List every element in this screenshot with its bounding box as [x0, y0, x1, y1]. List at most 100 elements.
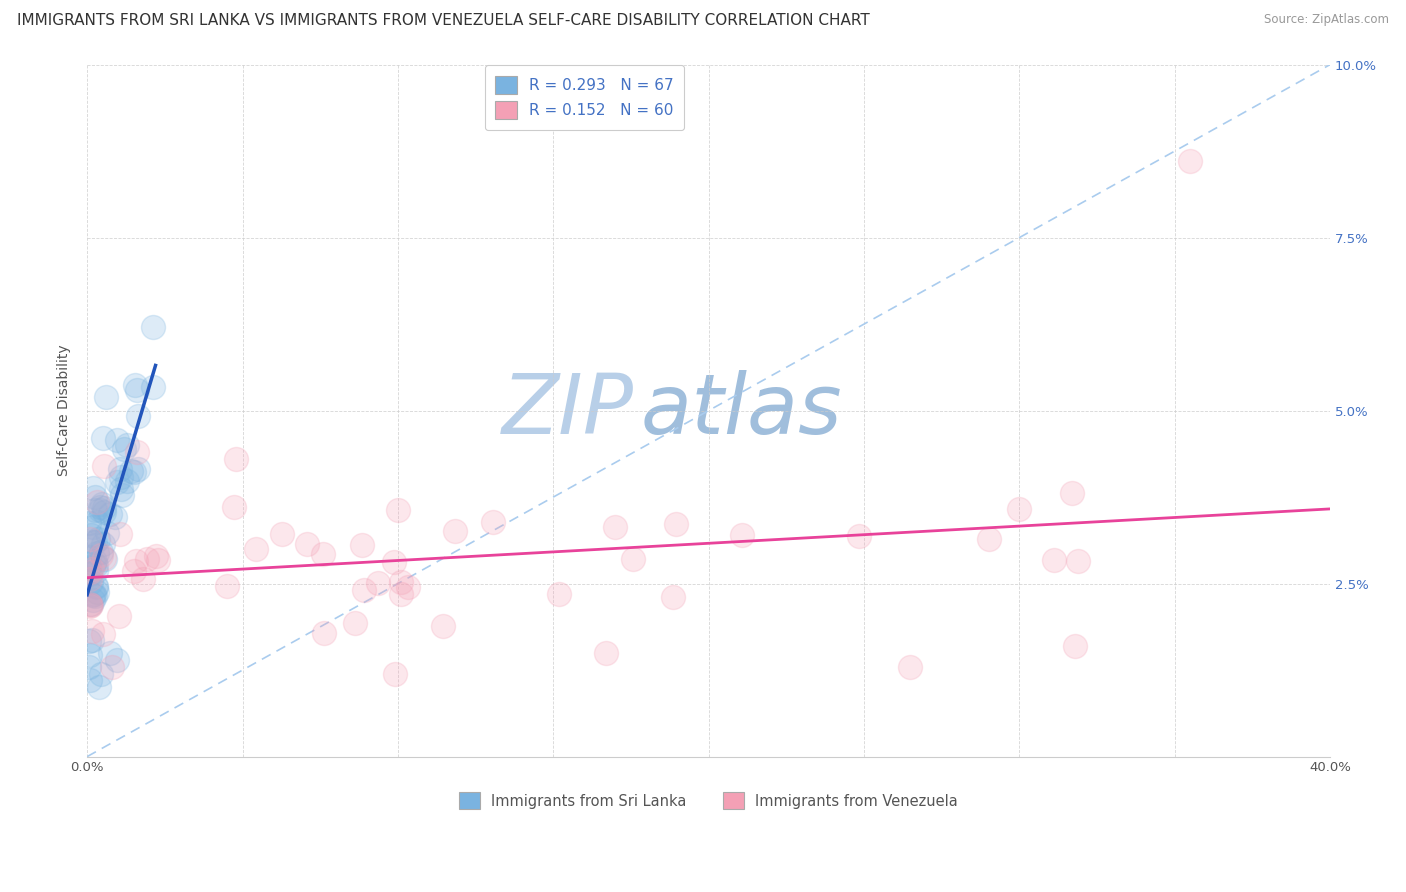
Point	[77, 659, 100, 673]
Point	[79, 673, 101, 688]
Point	[105, 475, 128, 489]
Point	[77, 560, 100, 574]
Point	[86, 494, 108, 508]
Point	[80, 624, 103, 638]
Point	[117, 474, 139, 488]
Point	[84, 580, 107, 594]
Point	[1067, 554, 1090, 568]
Point	[350, 538, 373, 552]
Point	[225, 452, 247, 467]
Text: IMMIGRANTS FROM SRI LANKA VS IMMIGRANTS FROM VENEZUELA SELF-CARE DISABILITY CORR: IMMIGRANTS FROM SRI LANKA VS IMMIGRANTS …	[17, 13, 870, 29]
Point	[108, 526, 131, 541]
Point	[79, 597, 101, 611]
Point	[96, 526, 118, 541]
Point	[77, 633, 100, 648]
Point	[104, 510, 127, 524]
Point	[1180, 154, 1202, 169]
Point	[79, 648, 101, 662]
Point	[83, 503, 105, 517]
Point	[595, 646, 617, 660]
Point	[605, 520, 627, 534]
Point	[89, 503, 111, 517]
Point	[382, 555, 405, 569]
Point	[86, 515, 108, 529]
Point	[353, 583, 375, 598]
Point	[82, 520, 104, 534]
Point	[86, 564, 108, 578]
Point	[105, 434, 128, 448]
Point	[83, 587, 105, 601]
Point	[127, 462, 149, 476]
Point	[90, 666, 112, 681]
Text: Source: ZipAtlas.com: Source: ZipAtlas.com	[1264, 13, 1389, 27]
Point	[90, 497, 112, 511]
Point	[79, 566, 101, 580]
Legend: Immigrants from Sri Lanka, Immigrants from Venezuela: Immigrants from Sri Lanka, Immigrants fr…	[453, 787, 965, 815]
Point	[312, 626, 335, 640]
Point	[145, 549, 167, 563]
Point	[124, 378, 146, 392]
Point	[93, 505, 115, 519]
Point	[82, 535, 104, 549]
Point	[132, 573, 155, 587]
Point	[122, 465, 145, 479]
Point	[387, 503, 409, 517]
Point	[548, 587, 571, 601]
Point	[110, 461, 132, 475]
Point	[389, 587, 412, 601]
Point	[222, 500, 245, 514]
Point	[83, 490, 105, 504]
Point	[142, 379, 165, 393]
Point	[112, 442, 135, 457]
Point	[135, 551, 157, 566]
Point	[84, 534, 107, 549]
Point	[79, 532, 101, 546]
Point	[120, 464, 142, 478]
Point	[93, 458, 115, 473]
Point	[312, 548, 335, 562]
Point	[432, 618, 454, 632]
Point	[80, 597, 103, 611]
Point	[98, 507, 121, 521]
Point	[217, 579, 239, 593]
Point	[389, 575, 412, 590]
Point	[444, 524, 467, 539]
Point	[90, 545, 112, 559]
Point	[105, 653, 128, 667]
Point	[110, 470, 132, 484]
Point	[482, 515, 505, 529]
Point	[91, 536, 114, 550]
Point	[93, 550, 115, 565]
Point	[111, 488, 134, 502]
Point	[91, 431, 114, 445]
Point	[87, 533, 110, 547]
Point	[84, 589, 107, 603]
Point	[124, 554, 146, 568]
Point	[91, 627, 114, 641]
Point	[89, 500, 111, 514]
Point	[77, 516, 100, 531]
Y-axis label: Self-Care Disability: Self-Care Disability	[58, 345, 72, 476]
Point	[83, 558, 105, 572]
Point	[396, 581, 419, 595]
Point	[623, 552, 645, 566]
Point	[245, 542, 267, 557]
Point	[83, 554, 105, 568]
Point	[665, 517, 688, 532]
Point	[127, 409, 149, 424]
Point	[848, 529, 870, 543]
Point	[79, 567, 101, 582]
Point	[80, 633, 103, 648]
Point	[344, 615, 367, 630]
Point	[82, 588, 104, 602]
Point	[101, 659, 124, 673]
Point	[94, 552, 117, 566]
Point	[84, 579, 107, 593]
Point	[127, 445, 149, 459]
Point	[80, 575, 103, 590]
Point	[82, 481, 104, 495]
Point	[108, 609, 131, 624]
Point	[82, 562, 104, 576]
Point	[77, 549, 100, 564]
Point	[898, 659, 921, 673]
